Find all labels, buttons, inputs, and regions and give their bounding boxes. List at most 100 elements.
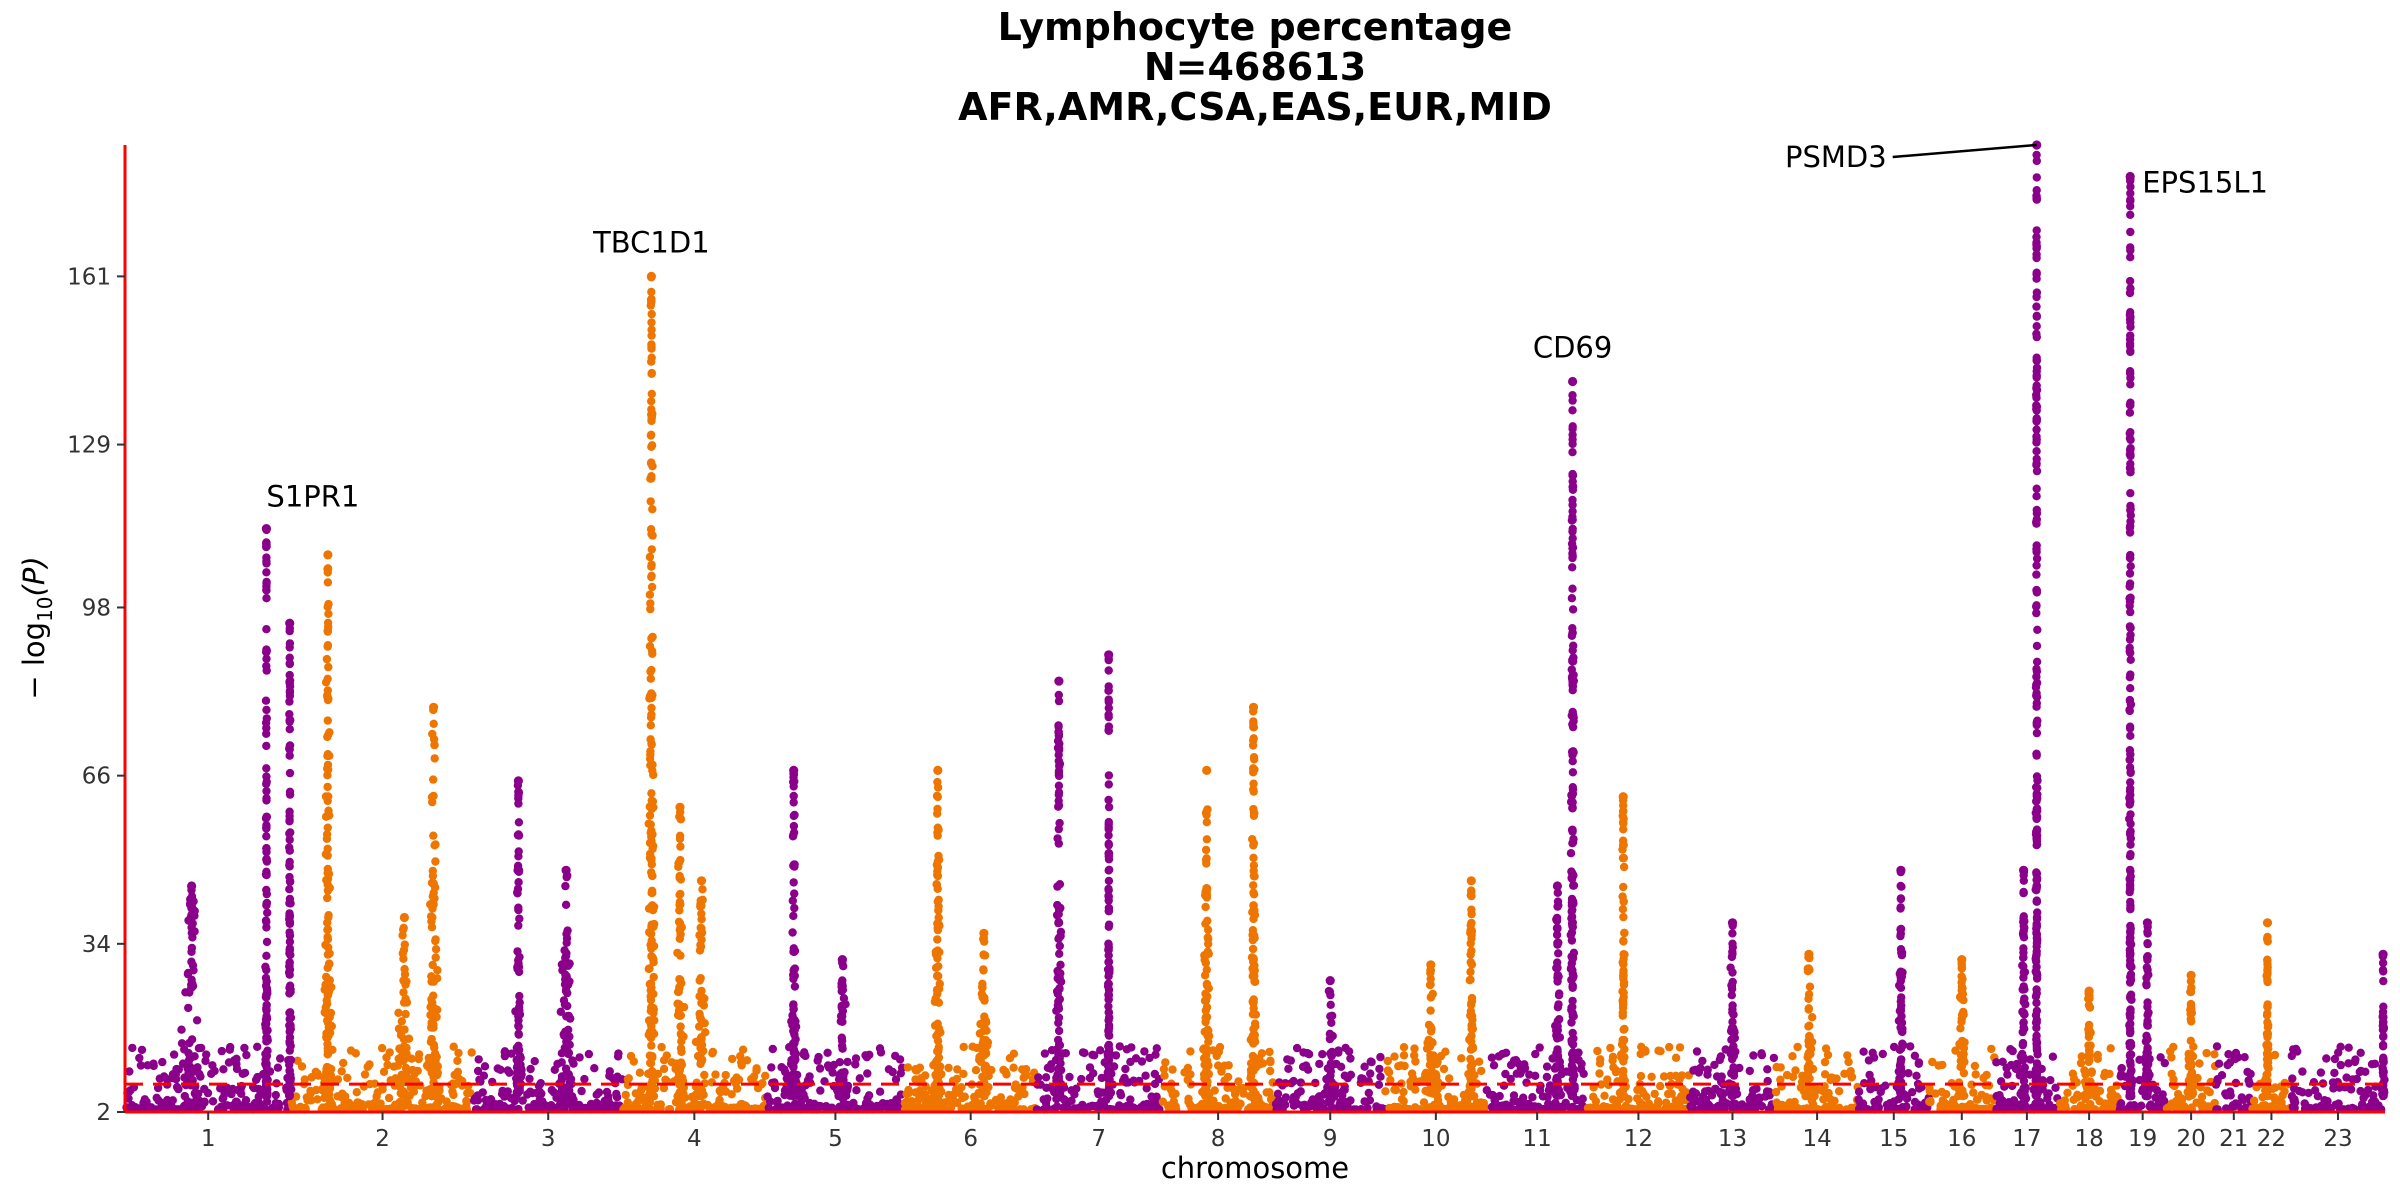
snp-point [565, 1040, 574, 1049]
snp-point [933, 804, 942, 814]
snp-point [324, 765, 333, 774]
snp-point [1568, 485, 1578, 494]
snp-point [285, 843, 294, 852]
snp-point [274, 1099, 284, 1109]
snp-point [1391, 1085, 1401, 1095]
snp-point [1542, 1072, 1552, 1082]
snp-point [934, 1024, 944, 1033]
snp-point [612, 1093, 622, 1102]
snp-point [1889, 1097, 1899, 1106]
snp-point [286, 828, 295, 837]
snp-point [933, 1047, 943, 1057]
snp-point [1578, 1094, 1587, 1103]
snp-point [2166, 1047, 2175, 1056]
snp-point [514, 959, 523, 968]
snp-point [242, 1050, 251, 1060]
snp-point [249, 1083, 259, 1093]
snp-point [1204, 1061, 1213, 1070]
snp-point [1249, 764, 1258, 773]
snp-point [788, 928, 797, 937]
snp-point [752, 1066, 761, 1075]
snp-point [1426, 992, 1436, 1001]
snp-point [1051, 1055, 1061, 1065]
snp-point [789, 1103, 798, 1112]
snp-point [2342, 1073, 2351, 1082]
snp-point [427, 1023, 436, 1032]
snp-point [1928, 1057, 1937, 1067]
snp-point [1487, 1053, 1497, 1062]
snp-point [675, 926, 685, 935]
lead-snp-point [1568, 376, 1578, 387]
title-line-3: AFR,AMR,CSA,EAS,EUR,MID [958, 85, 1552, 129]
snp-point [1116, 1091, 1126, 1100]
snp-point [2271, 1096, 2280, 1105]
snp-point [1589, 1092, 1598, 1102]
snp-point [1718, 1096, 1728, 1105]
snp-point [286, 1022, 295, 1031]
snp-point [1097, 1088, 1107, 1097]
snp-point [1698, 1056, 1707, 1066]
snp-point [1757, 1102, 1767, 1111]
snp-point [1501, 1048, 1511, 1058]
snp-point [698, 885, 707, 894]
snp-point [1122, 1045, 1132, 1054]
snp-point [500, 1051, 510, 1061]
snp-point [851, 1054, 861, 1063]
snp-point [982, 1026, 991, 1035]
snp-point [780, 1065, 789, 1074]
snp-point [1636, 1071, 1646, 1081]
lead-snp-point [696, 876, 707, 886]
snp-point [534, 1081, 544, 1091]
snp-point [1419, 1098, 1429, 1107]
snp-point [838, 981, 847, 991]
snp-point [413, 1066, 422, 1076]
snp-point [525, 1074, 534, 1084]
snp-point [933, 935, 942, 944]
snp-point [2252, 1103, 2261, 1112]
snp-point [262, 844, 271, 853]
snp-point [646, 735, 655, 744]
snp-point [514, 1022, 523, 1031]
snp-point [931, 994, 940, 1003]
snp-point [646, 1019, 655, 1028]
snp-point [720, 1102, 729, 1112]
snp-point [514, 878, 523, 887]
snp-point [559, 1098, 568, 1108]
snp-point [323, 782, 332, 792]
snp-point [647, 693, 656, 703]
snp-point [324, 662, 333, 672]
snp-point [855, 1074, 864, 1083]
snp-point [184, 1003, 193, 1013]
snp-point [648, 841, 658, 851]
snp-point [1326, 1091, 1335, 1101]
snp-point [1925, 1084, 1934, 1093]
snp-point [896, 1069, 905, 1078]
snp-point [2370, 1059, 2380, 1069]
lead-snp-point [646, 271, 657, 281]
snp-point [1104, 1071, 1113, 1081]
snp-point [2145, 1102, 2154, 1111]
snp-point [736, 1052, 745, 1061]
snp-point [1567, 963, 1576, 972]
snp-point [473, 1066, 483, 1076]
snp-point [323, 750, 333, 759]
snp-point [365, 1060, 374, 1069]
snp-point [263, 1026, 272, 1035]
snp-point [541, 1101, 550, 1110]
snp-point [647, 474, 656, 483]
snp-point [1326, 990, 1335, 1000]
snp-point [1934, 1061, 1943, 1070]
snp-point [708, 1049, 717, 1058]
snp-point [1104, 876, 1114, 886]
snp-point [2202, 1048, 2211, 1058]
snp-point [837, 1033, 846, 1042]
snp-point [676, 1058, 686, 1067]
snp-point [792, 1091, 801, 1101]
snp-point [1912, 1071, 1921, 1081]
snp-point [835, 1058, 844, 1067]
snp-point [1090, 1051, 1099, 1060]
snp-point [402, 1066, 411, 1076]
snp-point [1104, 855, 1114, 864]
snp-point [1568, 471, 1578, 480]
snp-point [1224, 1061, 1233, 1070]
